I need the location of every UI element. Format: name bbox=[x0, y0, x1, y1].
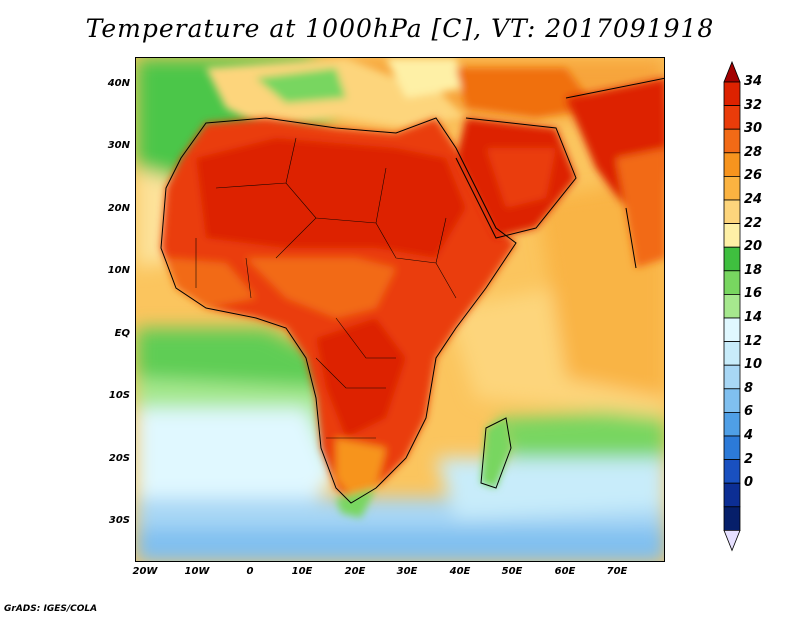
ocean-temperature-bands bbox=[136, 58, 664, 561]
colorbar-segment bbox=[723, 411, 741, 437]
colorbar-label: 34 bbox=[744, 74, 763, 89]
lon-label-50e: 50E bbox=[501, 566, 523, 577]
lon-label-10w: 10W bbox=[184, 566, 210, 577]
colorbar-segment bbox=[723, 293, 741, 319]
mediterranean-region bbox=[206, 58, 596, 128]
lon-label-70e: 70E bbox=[606, 566, 628, 577]
colorbar-segment bbox=[723, 435, 741, 461]
colorbar-label: 10 bbox=[744, 357, 763, 373]
map-title: Temperature at 1000hPa [C], VT: 20170919… bbox=[85, 14, 715, 43]
colorbar-segment bbox=[723, 128, 741, 154]
lon-label-0: 0 bbox=[246, 566, 254, 577]
colorbar-segment bbox=[723, 199, 741, 225]
colorbar-label: 24 bbox=[744, 192, 763, 207]
colorbar-label: 18 bbox=[744, 262, 763, 278]
colorbar-over-triangle bbox=[723, 60, 741, 83]
madagascar bbox=[481, 418, 511, 488]
temperature-map bbox=[135, 57, 665, 562]
lon-label-10e: 10E bbox=[291, 566, 313, 577]
colorbar-segment bbox=[723, 459, 741, 484]
colorbar bbox=[723, 60, 741, 552]
colorbar-label: 26 bbox=[744, 168, 763, 184]
colorbar-label: 6 bbox=[744, 404, 754, 420]
colorbar-segment bbox=[723, 317, 741, 343]
lat-label-30n: 30N bbox=[107, 140, 130, 151]
lat-label-10n: 10N bbox=[107, 265, 130, 276]
lon-label-60e: 60E bbox=[554, 566, 576, 577]
lat-label-20n: 20N bbox=[107, 203, 130, 214]
colorbar-label: 30 bbox=[744, 121, 763, 137]
africa-landmass bbox=[161, 118, 516, 518]
lat-label-30s: 30S bbox=[108, 515, 130, 526]
lat-label-20s: 20S bbox=[108, 453, 130, 464]
colorbar-segment bbox=[723, 223, 741, 248]
lat-label-eq: EQ bbox=[114, 328, 130, 339]
colorbar-label: 22 bbox=[744, 215, 763, 231]
colorbar-label: 16 bbox=[744, 286, 763, 302]
colorbar-label: 12 bbox=[744, 333, 763, 349]
colorbar-segment bbox=[723, 246, 741, 272]
colorbar-segment bbox=[723, 506, 741, 531]
colorbar-segment bbox=[723, 341, 741, 366]
colorbar-label: 0 bbox=[744, 475, 754, 491]
colorbar-segment bbox=[723, 388, 741, 413]
colorbar-label: 4 bbox=[744, 428, 754, 443]
lon-label-20e: 20E bbox=[344, 566, 366, 577]
country-borders bbox=[195, 137, 457, 439]
colorbar-label: 32 bbox=[744, 97, 763, 113]
map-canvas bbox=[136, 58, 664, 561]
colorbar-segment bbox=[723, 482, 741, 508]
coastlines bbox=[160, 77, 664, 504]
colorbar-segment bbox=[723, 270, 741, 295]
colorbar-segment bbox=[723, 105, 741, 130]
colorbar-segment bbox=[723, 81, 741, 107]
grads-credit: GrADS: IGES/COLA bbox=[4, 604, 98, 614]
colorbar-segment bbox=[723, 364, 741, 390]
colorbar-label: 8 bbox=[744, 380, 754, 396]
colorbar-label: 2 bbox=[744, 451, 754, 467]
lat-label-10s: 10S bbox=[108, 390, 130, 401]
colorbar-segment bbox=[723, 152, 741, 177]
colorbar-label: 28 bbox=[744, 144, 763, 160]
colorbar-label: 14 bbox=[744, 310, 763, 325]
colorbar-under-triangle bbox=[723, 529, 741, 552]
lon-label-40e: 40E bbox=[449, 566, 471, 577]
colorbar-segment bbox=[723, 176, 741, 201]
lon-label-30e: 30E bbox=[396, 566, 418, 577]
colorbar-label: 20 bbox=[744, 239, 763, 255]
lon-label-20w: 20W bbox=[132, 566, 158, 577]
lat-label-40n: 40N bbox=[107, 78, 130, 89]
south-asia-region bbox=[566, 78, 664, 268]
